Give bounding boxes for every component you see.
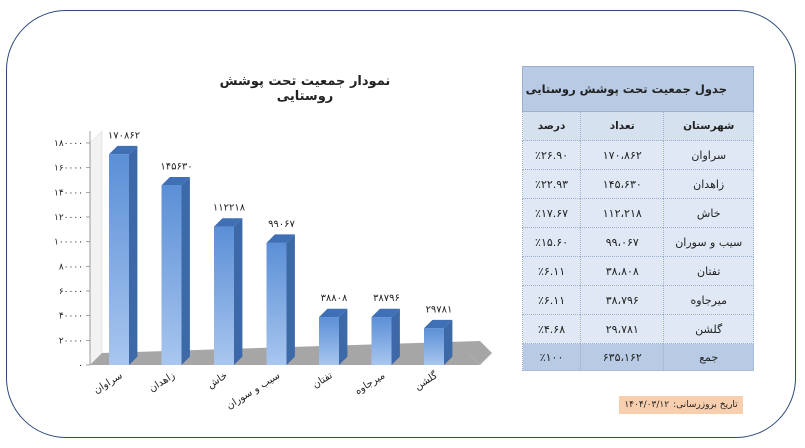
y-tick-label: ۱۸۰۰۰۰	[54, 139, 83, 149]
update-label: تاریخ بروزرسانی:	[673, 400, 738, 410]
y-tick-label: ۶۰۰۰۰	[59, 287, 83, 297]
cell-count: ۱۴۵،۶۳۰	[580, 169, 665, 199]
update-date-note: تاریخ بروزرسانی: ۱۴۰۴/۰۳/۱۲	[619, 396, 743, 414]
table-row: گلشن ۲۹،۷۸۱ ٪۴.۶۸	[521, 314, 754, 344]
bar	[319, 317, 339, 365]
header-count: تعداد	[580, 111, 665, 141]
cell-count: ۹۹،۰۶۷	[580, 227, 665, 257]
cell-name: تفتان	[663, 256, 754, 286]
x-tick-label: خاش	[206, 370, 230, 391]
header-percent: درصد	[521, 111, 582, 141]
bar	[371, 317, 392, 365]
bar-side	[339, 308, 348, 365]
bar	[424, 328, 444, 365]
y-tick-label: ۱۶۰۰۰۰	[54, 164, 83, 174]
bar-data-label: ۳۸۸۰۸	[321, 293, 348, 304]
cell-percent: ٪۲۶.۹۰	[521, 140, 582, 170]
cell-count: ۳۸،۸۰۸	[580, 256, 665, 286]
chart-side-wall	[89, 130, 103, 366]
table-row: میرجاوه ۳۸،۷۹۶ ٪۶.۱۱	[521, 285, 754, 315]
cell-name: میرجاوه	[663, 285, 754, 315]
bar-top	[161, 176, 190, 186]
x-tick-label: گلشن	[412, 369, 439, 392]
cell-name: زاهدان	[663, 169, 754, 199]
bar-top	[424, 319, 453, 329]
bar-data-label: ۱۴۵۶۳۰	[160, 161, 192, 172]
x-tick-label: سراوان	[92, 370, 125, 396]
table-total-row: جمع ۶۳۵،۱۶۲ ٪۱۰۰	[521, 343, 754, 371]
x-tick-label: میرجاوه	[353, 370, 387, 397]
header-name: شهرستان	[663, 111, 754, 141]
bar	[266, 242, 287, 365]
y-tick-label: ۲۰۰۰۰	[59, 336, 83, 346]
y-tick-label: ۱۴۰۰۰۰	[54, 188, 83, 198]
x-tick-label: تفتان	[311, 370, 335, 391]
table-row: خاش ۱۱۲،۲۱۸ ٪۱۷.۶۷	[521, 198, 754, 228]
y-tick-label: ۴۰۰۰۰	[59, 312, 83, 322]
bar-data-label: ۱۷۰۸۶۲	[108, 130, 140, 141]
cell-percent: ٪۴.۶۸	[521, 314, 582, 344]
total-count: ۶۳۵،۱۶۲	[580, 343, 665, 371]
cell-name: سیب و سوران	[663, 227, 754, 257]
table-row: سیب و سوران ۹۹،۰۶۷ ٪۱۵.۶۰	[521, 227, 754, 257]
table-row: تفتان ۳۸،۸۰۸ ٪۶.۱۱	[521, 256, 754, 286]
bar-top	[109, 145, 138, 155]
bar-side	[391, 308, 400, 365]
bar-side	[181, 176, 190, 365]
cell-count: ۳۸،۷۹۶	[580, 285, 665, 315]
total-percent: ٪۱۰۰	[521, 343, 582, 371]
bar-top	[371, 308, 400, 318]
bar-top	[319, 308, 348, 318]
table-row: سراوان ۱۷۰،۸۶۲ ٪۲۶.۹۰	[521, 140, 754, 170]
chart-title: نمودار جمعیت تحت پوشش روستایی	[219, 74, 391, 104]
bar	[161, 185, 182, 365]
table-row: زاهدان ۱۴۵،۶۳۰ ٪۲۲.۹۳	[521, 169, 754, 199]
y-tick-label: ۱۰۰۰۰۰	[54, 238, 83, 248]
bar-data-label: ۲۹۷۸۱	[426, 304, 453, 315]
y-tick-label: ۱۲۰۰۰۰	[54, 213, 83, 223]
cell-name: سراوان	[663, 140, 754, 170]
total-name: جمع	[663, 343, 754, 371]
bar-data-label: ۱۱۲۲۱۸	[213, 203, 246, 214]
cell-count: ۱۷۰،۸۶۲	[580, 140, 665, 170]
bar	[214, 226, 234, 365]
y-tick-label: ۸۰۰۰۰	[59, 262, 83, 272]
bar-side	[234, 218, 243, 365]
cell-name: گلشن	[663, 314, 754, 344]
cell-count: ۲۹،۷۸۱	[580, 314, 665, 344]
x-tick-label: زاهدان	[147, 370, 177, 394]
cell-percent: ٪۶.۱۱	[521, 256, 582, 286]
cell-percent: ٪۱۵.۶۰	[521, 227, 582, 257]
bar-side	[444, 319, 453, 365]
update-date: ۱۴۰۴/۰۳/۱۲	[624, 400, 670, 410]
population-table: جدول جمعیت تحت پوشش روستایی شهرستان تعدا…	[521, 66, 754, 371]
bar-side	[129, 145, 138, 365]
cell-name: خاش	[663, 198, 754, 228]
bar-side	[286, 234, 295, 365]
x-tick-label: سیب و سوران	[225, 370, 282, 412]
cell-percent: ٪۱۷.۶۷	[521, 198, 582, 228]
cell-percent: ٪۶.۱۱	[521, 285, 582, 315]
bar-data-label: ۳۸۷۹۶	[373, 293, 400, 304]
y-tick-label: ۰	[78, 361, 83, 371]
bar	[109, 154, 129, 365]
bar-top	[266, 234, 295, 243]
dashboard-frame	[6, 10, 796, 438]
bar-top	[214, 218, 243, 227]
cell-count: ۱۱۲،۲۱۸	[580, 198, 665, 228]
bar-data-label: ۹۹۰۶۷	[268, 219, 295, 230]
table-title: جدول جمعیت تحت پوشش روستایی	[522, 66, 754, 112]
cell-percent: ٪۲۲.۹۳	[521, 169, 582, 199]
